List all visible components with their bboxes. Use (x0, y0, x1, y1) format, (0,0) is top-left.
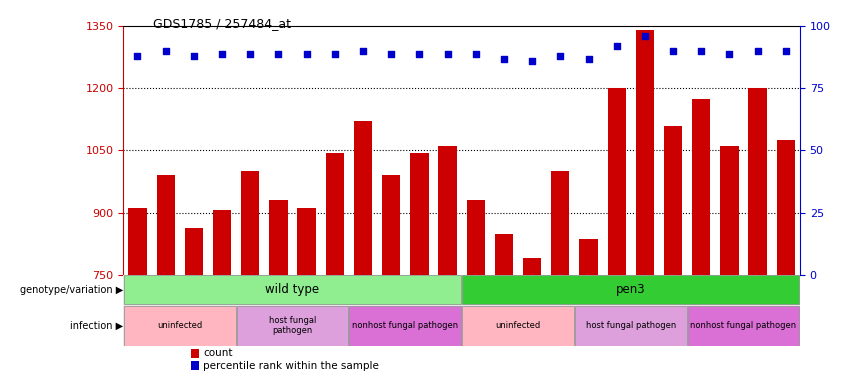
Point (441, 51, 454, 57)
Text: uninfected: uninfected (495, 321, 540, 330)
Point (638, 33, 652, 39)
Bar (157, 175, 174, 375)
Point (413, 51, 426, 57)
Text: nonhost fungal pathogen: nonhost fungal pathogen (352, 321, 459, 330)
Text: wild type: wild type (266, 284, 320, 296)
Point (300, 51, 313, 57)
Bar (298, 209, 316, 375)
Bar (462, 306, 574, 346)
Point (497, 56, 511, 62)
Text: percentile rank within the sample: percentile rank within the sample (203, 361, 379, 371)
Point (159, 48, 173, 54)
Bar (410, 153, 429, 375)
Bar (575, 306, 687, 346)
Point (525, 58, 539, 64)
Bar (124, 306, 236, 346)
Bar (551, 171, 569, 375)
Text: genotype/variation ▶: genotype/variation ▶ (20, 285, 123, 295)
Point (779, 48, 792, 54)
Bar (636, 30, 654, 375)
Point (385, 51, 398, 57)
Bar (354, 122, 372, 375)
Bar (720, 146, 739, 375)
Bar (185, 228, 203, 375)
Bar (237, 306, 348, 346)
Point (357, 48, 370, 54)
Point (131, 53, 145, 59)
Point (722, 51, 736, 57)
Point (243, 51, 257, 57)
Point (582, 56, 596, 62)
Point (215, 51, 229, 57)
Bar (462, 275, 799, 304)
Bar (692, 99, 711, 375)
Text: infection ▶: infection ▶ (70, 321, 123, 331)
Point (751, 48, 764, 54)
Point (666, 48, 680, 54)
Bar (523, 258, 541, 375)
Point (187, 53, 201, 59)
Bar (777, 140, 795, 375)
Text: count: count (203, 348, 232, 358)
Point (469, 51, 483, 57)
Text: nonhost fungal pathogen: nonhost fungal pathogen (690, 321, 797, 330)
Point (610, 43, 624, 49)
Point (553, 53, 567, 59)
Text: GDS1785 / 257484_at: GDS1785 / 257484_at (153, 17, 291, 30)
Text: uninfected: uninfected (157, 321, 203, 330)
Bar (580, 240, 597, 375)
Point (271, 51, 285, 57)
Bar (494, 234, 513, 375)
Bar (466, 200, 485, 375)
Point (694, 48, 708, 54)
Bar (326, 153, 344, 375)
Bar (382, 175, 400, 375)
Bar (241, 171, 260, 375)
Text: host fungal pathogen: host fungal pathogen (585, 321, 676, 330)
Bar (350, 306, 461, 346)
Bar (688, 306, 799, 346)
Bar (608, 88, 625, 375)
Bar (269, 200, 288, 375)
Bar (129, 208, 146, 375)
Bar (191, 349, 199, 358)
Bar (124, 275, 461, 304)
Bar (749, 88, 767, 375)
Bar (438, 146, 457, 375)
Text: pen3: pen3 (616, 284, 646, 296)
Bar (664, 126, 683, 375)
Bar (191, 362, 199, 370)
Bar (213, 210, 231, 375)
Point (328, 51, 341, 57)
Text: host fungal
pathogen: host fungal pathogen (269, 316, 317, 335)
